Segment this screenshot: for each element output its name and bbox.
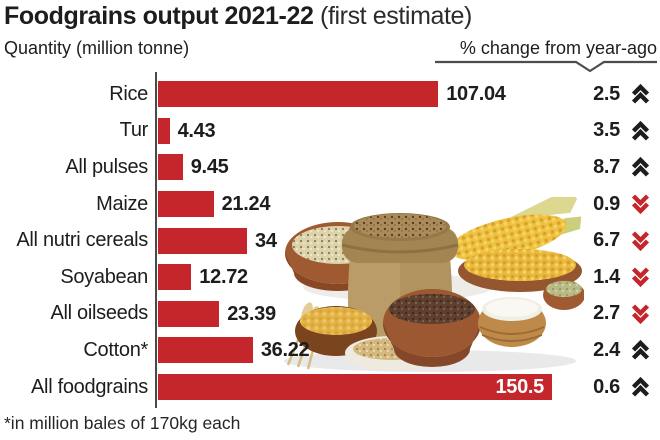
category-label: Rice <box>109 82 148 105</box>
bar-track: 21.24 <box>157 191 576 218</box>
category-label: All nutri cereals <box>16 229 148 252</box>
value-bar <box>158 227 247 254</box>
bar-track: 107.04 <box>157 81 576 108</box>
pct-change-value: 8.7 <box>593 155 620 178</box>
pct-change-value: 2.7 <box>593 302 620 325</box>
value-label: 36.22 <box>260 339 310 362</box>
category-label: Soyabean <box>60 265 148 288</box>
chevron-up-icon <box>620 374 652 400</box>
rice-basket-icon <box>478 297 546 347</box>
chevron-up-icon <box>620 118 652 144</box>
bar-chart: Rice 107.04 2.5 Tur 4.43 3.5 All pulses 9.45 8.7… <box>0 76 660 405</box>
chevron-down-icon <box>620 301 652 327</box>
chevron-up-icon <box>620 81 652 107</box>
chevron-down-icon <box>620 228 652 254</box>
bar-track: 36.22 <box>157 337 576 364</box>
chevron-up-icon <box>620 154 652 180</box>
chevron-up-icon <box>620 337 652 363</box>
value-label: 107.04 <box>446 83 506 106</box>
bar-track: 12.72 <box>157 264 576 291</box>
value-label: 34 <box>255 229 277 252</box>
chart-axis-line <box>155 72 157 408</box>
value-label: 150.5 <box>495 376 544 399</box>
value-bar <box>158 191 214 218</box>
pct-change-value: 2.4 <box>593 338 620 361</box>
value-bar <box>158 300 220 327</box>
category-label: All pulses <box>65 155 148 178</box>
value-bar <box>158 81 439 108</box>
pct-change-value: 3.5 <box>593 119 620 142</box>
value-bar <box>158 154 183 181</box>
title-main: Foodgrains output 2021-22 <box>4 2 314 30</box>
right-column-header: % change from year-ago <box>459 38 657 58</box>
bar-track: 9.45 <box>157 154 576 181</box>
value-label: 12.72 <box>199 266 248 289</box>
chart-row: All pulses 9.45 8.7 <box>0 149 660 186</box>
value-bar: 150.5 <box>158 374 552 401</box>
chart-row: All oilseeds 23.39 2.7 <box>0 296 660 333</box>
chart-row: Soyabean 12.72 1.4 <box>0 259 660 296</box>
brace-pointer-icon <box>435 60 657 73</box>
corn-kernels-plate-icon <box>458 249 582 292</box>
left-axis-header: Quantity (million tonne) <box>4 38 190 58</box>
value-bar <box>158 337 253 364</box>
value-label: 23.39 <box>227 302 276 325</box>
chevron-down-icon <box>620 264 652 290</box>
chart-row: Tur 4.43 3.5 <box>0 113 660 150</box>
pct-change-value: 2.5 <box>593 82 620 105</box>
pct-change-value: 0.6 <box>593 375 620 398</box>
value-bar <box>158 117 170 144</box>
value-label: 4.43 <box>177 119 216 142</box>
footnote: *in million bales of 170kg each <box>4 413 241 433</box>
bar-track: 23.39 <box>157 300 576 327</box>
bar-track: 4.43 <box>157 117 576 144</box>
page-title: Foodgrains output 2021-22 (first estimat… <box>4 0 472 32</box>
category-label: All foodgrains <box>31 375 148 398</box>
pct-change-value: 0.9 <box>593 192 620 215</box>
category-label: Cotton* <box>83 338 148 361</box>
value-label: 9.45 <box>190 156 229 179</box>
category-label: Tur <box>119 119 149 142</box>
grains-photo <box>284 197 584 372</box>
category-label: All oilseeds <box>50 302 148 325</box>
value-bar <box>158 264 192 291</box>
corn-cob-icon <box>449 197 582 261</box>
chart-row: Cotton* 36.22 2.4 <box>0 332 660 369</box>
bar-track: 150.5 <box>157 374 576 401</box>
chart-row: Rice 107.04 2.5 <box>0 76 660 113</box>
chevron-down-icon <box>620 191 652 217</box>
chart-row: Maize 21.24 0.9 <box>0 186 660 223</box>
chart-row: All nutri cereals 34 6.7 <box>0 222 660 259</box>
bar-track: 34 <box>157 227 576 254</box>
chart-row: All foodgrains 150.5 0.6 <box>0 369 660 406</box>
flax-bowl-icon <box>383 289 481 367</box>
pct-change-value: 1.4 <box>593 265 620 288</box>
small-grain-bowl-icon <box>543 280 584 310</box>
pct-change-value: 6.7 <box>593 229 620 252</box>
value-label: 21.24 <box>221 193 271 216</box>
title-suffix: (first estimate) <box>313 2 472 30</box>
category-label: Maize <box>96 192 148 215</box>
